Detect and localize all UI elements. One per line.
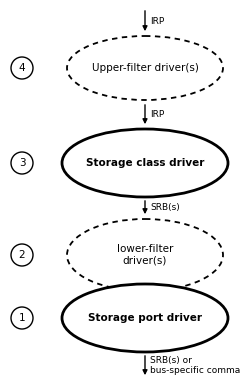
Text: Storage port driver: Storage port driver [88, 313, 202, 323]
Text: Upper-filter driver(s): Upper-filter driver(s) [92, 63, 198, 73]
Text: 3: 3 [19, 158, 25, 168]
Text: IRP: IRP [150, 17, 164, 25]
Text: SRB(s) or
bus-specific commands: SRB(s) or bus-specific commands [150, 356, 240, 375]
Circle shape [11, 152, 33, 174]
Text: 4: 4 [19, 63, 25, 73]
Ellipse shape [62, 284, 228, 352]
Text: lower-filter
driver(s): lower-filter driver(s) [117, 244, 173, 266]
Ellipse shape [67, 219, 223, 291]
Circle shape [11, 307, 33, 329]
Text: Storage class driver: Storage class driver [86, 158, 204, 168]
Text: SRB(s): SRB(s) [150, 203, 180, 212]
Circle shape [11, 57, 33, 79]
Ellipse shape [62, 129, 228, 197]
Ellipse shape [67, 36, 223, 100]
Circle shape [11, 244, 33, 266]
Text: 2: 2 [19, 250, 25, 260]
Text: 1: 1 [19, 313, 25, 323]
Text: IRP: IRP [150, 110, 164, 119]
Text: SRB(s): SRB(s) [150, 282, 180, 291]
